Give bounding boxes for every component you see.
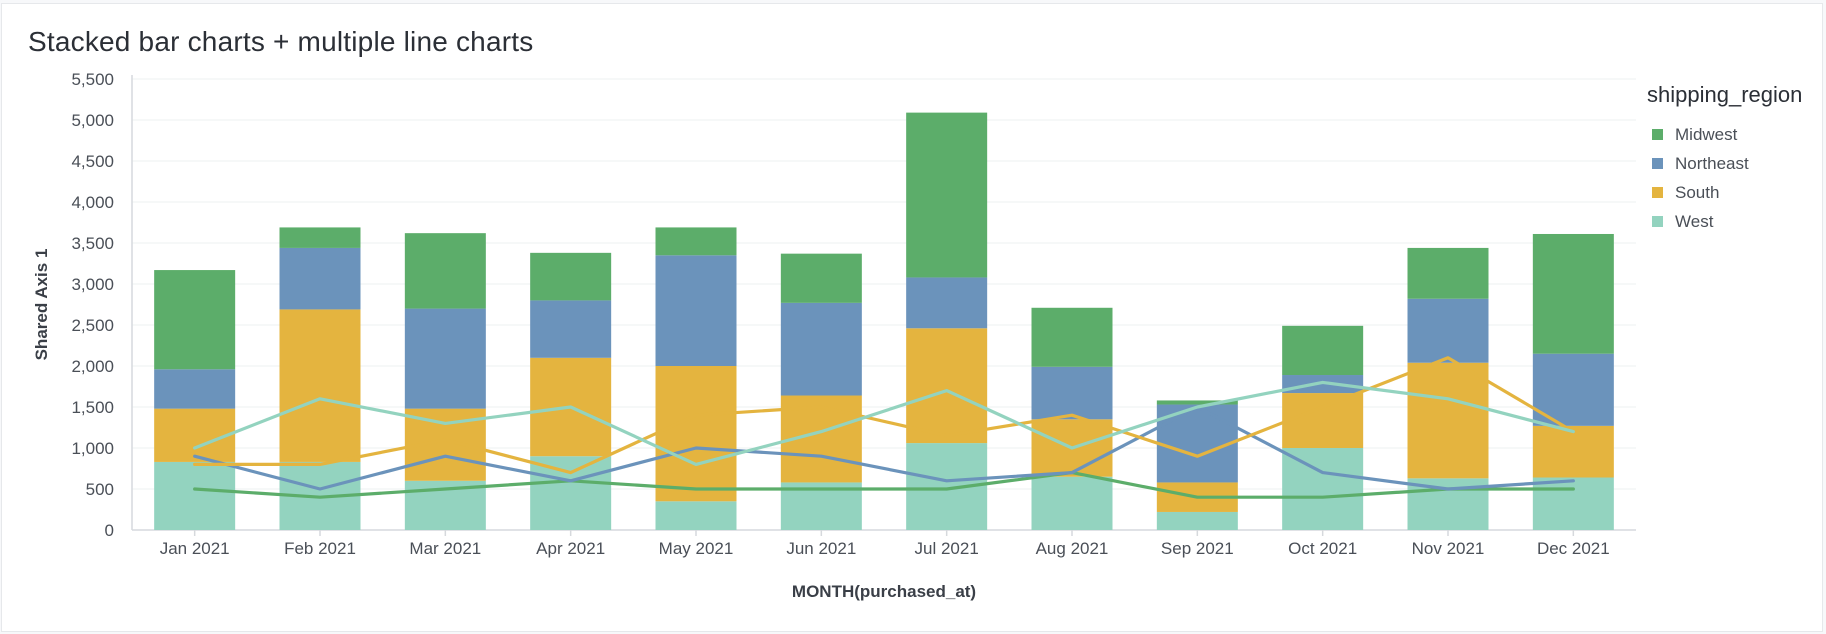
y-tick-label: 4,500 [71, 152, 114, 171]
x-tick-label: Jan 2021 [160, 539, 230, 558]
bar-midwest-7 [1031, 307, 1113, 367]
bar-northeast-11 [1532, 353, 1614, 426]
legend-item-south[interactable]: South [1647, 178, 1802, 207]
y-tick-label: 1,500 [71, 398, 114, 417]
bar-northeast-6 [906, 277, 988, 329]
x-tick-label: Dec 2021 [1537, 539, 1610, 558]
legend-label-midwest: Midwest [1675, 124, 1738, 144]
bar-northeast-3 [530, 300, 612, 358]
bar-northeast-1 [279, 247, 361, 310]
y-tick-label: 500 [86, 480, 114, 499]
bar-midwest-6 [906, 112, 988, 278]
line-series-south [193, 356, 1575, 475]
bar-northeast-8 [1156, 404, 1238, 483]
bar-midwest-1 [279, 227, 361, 248]
bar-south-4 [655, 366, 737, 502]
bar-midwest-4 [655, 227, 737, 256]
bar-northeast-5 [780, 302, 862, 396]
legend-label-south: South [1675, 182, 1720, 202]
bar-northeast-9 [1282, 375, 1364, 394]
legend-label-west: West [1675, 211, 1714, 231]
y-axis-title: Shared Axis 1 [32, 249, 51, 361]
x-tick-label: Apr 2021 [536, 539, 605, 558]
line-series-west [193, 380, 1575, 466]
x-tick-label: Nov 2021 [1412, 539, 1485, 558]
y-tick-label: 2,500 [71, 316, 114, 335]
y-tick-label: 2,000 [71, 357, 114, 376]
bar-south-10 [1407, 362, 1489, 479]
bar-northeast-4 [655, 255, 737, 366]
y-tick-label: 1,000 [71, 439, 114, 458]
bar-midwest-3 [530, 252, 612, 301]
x-tick-label: Feb 2021 [284, 539, 356, 558]
x-tick-label: May 2021 [659, 539, 734, 558]
bar-south-6 [906, 328, 988, 444]
line-series-northeast [193, 405, 1575, 491]
legend-item-northeast[interactable]: Northeast [1647, 149, 1802, 178]
x-tick-label: Oct 2021 [1288, 539, 1357, 558]
bar-west-3 [530, 456, 612, 530]
bar-south-9 [1282, 393, 1364, 448]
bar-midwest-0 [154, 270, 236, 370]
bar-south-11 [1532, 425, 1614, 478]
bar-northeast-7 [1031, 366, 1113, 420]
bar-northeast-10 [1407, 298, 1489, 363]
x-axis-title: MONTH(purchased_at) [792, 582, 976, 601]
bar-midwest-9 [1282, 325, 1364, 376]
bar-midwest-11 [1532, 233, 1614, 354]
legend-label-northeast: Northeast [1675, 153, 1749, 173]
y-tick-label: 5,000 [71, 111, 114, 130]
bar-midwest-5 [780, 253, 862, 303]
bar-west-9 [1282, 448, 1364, 530]
bar-midwest-2 [404, 233, 486, 309]
line-series-midwest [193, 471, 1575, 499]
bar-south-0 [154, 408, 236, 462]
bar-northeast-2 [404, 308, 486, 409]
legend: shipping_region Midwest Northeast South … [1647, 82, 1802, 236]
bar-south-1 [279, 309, 361, 462]
bar-west-7 [1031, 476, 1113, 530]
legend-item-west[interactable]: West [1647, 207, 1802, 236]
bar-west-0 [154, 461, 236, 530]
chart-title: Stacked bar charts + multiple line chart… [28, 26, 534, 57]
x-tick-label: Jul 2021 [915, 539, 979, 558]
x-tick-label: Sep 2021 [1161, 539, 1234, 558]
x-tick-label: Mar 2021 [409, 539, 481, 558]
legend-item-midwest[interactable]: Midwest [1647, 120, 1802, 149]
bar-midwest-10 [1407, 247, 1489, 299]
y-tick-label: 3,000 [71, 275, 114, 294]
legend-swatch-midwest [1652, 129, 1663, 140]
legend-swatch-northeast [1652, 158, 1663, 169]
y-tick-label: 4,000 [71, 193, 114, 212]
y-tick-label: 5,500 [71, 70, 114, 89]
x-tick-label: Jun 2021 [786, 539, 856, 558]
bar-west-4 [655, 501, 737, 530]
legend-swatch-west [1652, 216, 1663, 227]
bar-midwest-8 [1156, 400, 1238, 405]
x-tick-label: Aug 2021 [1036, 539, 1109, 558]
legend-title: shipping_region [1647, 82, 1803, 107]
bar-west-11 [1532, 477, 1614, 530]
y-tick-label: 0 [105, 521, 114, 540]
bar-west-8 [1156, 511, 1238, 530]
legend-swatch-south [1652, 187, 1663, 198]
bar-northeast-0 [154, 369, 236, 409]
y-tick-label: 3,500 [71, 234, 114, 253]
